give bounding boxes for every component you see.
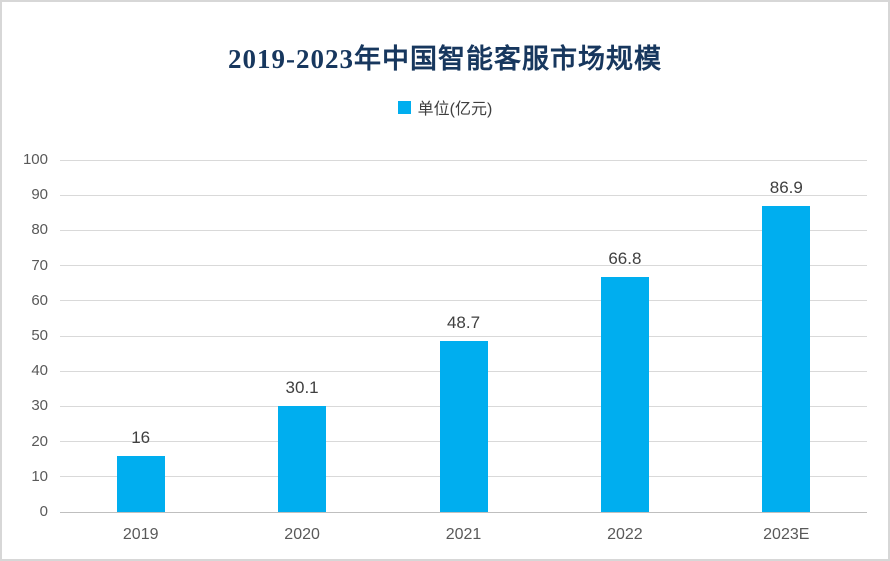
y-tick-label: 30 <box>31 397 48 415</box>
gridline <box>60 265 867 267</box>
y-tick-label: 10 <box>31 467 48 485</box>
y-tick-label: 100 <box>22 151 48 168</box>
x-tick-label: 2022 <box>607 526 643 543</box>
y-tick-label: 20 <box>31 432 48 450</box>
bar-2023E <box>762 206 811 512</box>
y-tick-label: 60 <box>31 291 48 309</box>
bar-value-label: 48.7 <box>446 312 481 332</box>
gridline <box>60 194 867 196</box>
gridline <box>60 159 867 161</box>
x-tick-label: 2023E <box>763 526 810 543</box>
x-tick-label: 2019 <box>122 526 159 543</box>
chart-title: 2019-2023年中国智能客服市场规模 <box>228 44 662 74</box>
y-tick-label: 70 <box>31 256 48 274</box>
bar-2022 <box>600 276 649 512</box>
legend-label: 单位(亿元) <box>417 101 493 118</box>
bar-value-label: 30.1 <box>285 378 319 398</box>
x-tick-label: 2021 <box>445 526 482 543</box>
bar-2021 <box>439 340 488 512</box>
bar-value-label: 86.9 <box>769 178 803 198</box>
y-axis-tick-labels: 0 10 20 30 40 50 60 70 80 90 100 <box>2 151 48 520</box>
y-tick-label: 50 <box>31 327 48 344</box>
bar-2020 <box>278 406 327 512</box>
x-tick-label: 2020 <box>284 526 320 543</box>
chart-legend: 单位(亿元) <box>2 95 888 119</box>
plot-area: 16 2019 30.1 2020 48.7 2021 66.8 2022 86.9 2023E <box>60 159 867 543</box>
bar-value-label: 16 <box>131 427 151 447</box>
gridline <box>60 300 867 302</box>
y-tick-label: 0 <box>39 503 48 520</box>
y-tick-label: 40 <box>31 362 48 380</box>
y-tick-label: 90 <box>31 186 48 204</box>
legend-swatch-icon <box>397 100 411 114</box>
y-tick-label: 80 <box>31 221 48 239</box>
bar-value-label: 66.8 <box>608 248 642 268</box>
gridline <box>60 335 867 337</box>
gridline <box>60 229 867 231</box>
x-axis-line <box>60 511 867 513</box>
bar-2019 <box>116 455 165 512</box>
